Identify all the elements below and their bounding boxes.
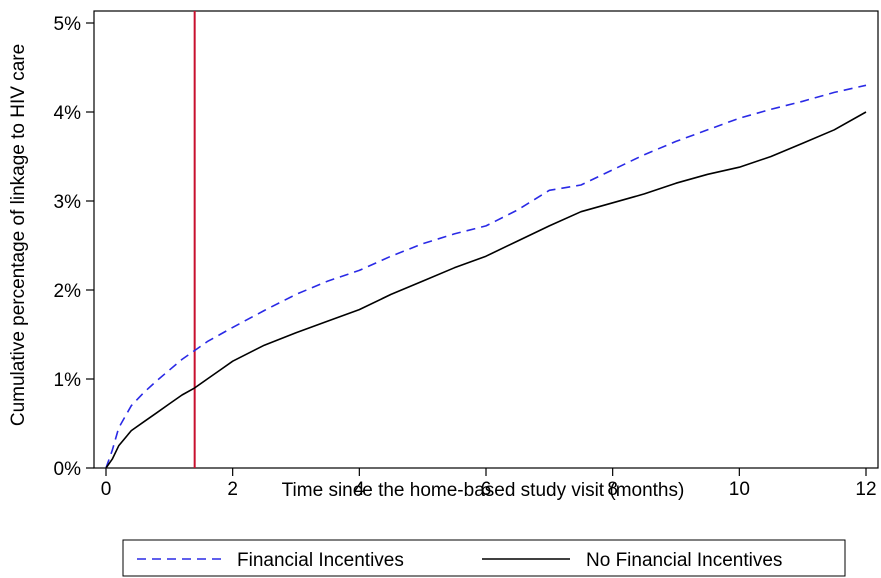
x-tick-label: 0: [101, 479, 112, 500]
legend-label-financial-incentives: Financial Incentives: [237, 550, 404, 571]
y-axis-title: Cumulative percentage of linkage to HIV …: [8, 44, 29, 426]
x-axis-title: Time since the home-based study visit (m…: [282, 480, 685, 501]
x-tick-label: 10: [729, 479, 750, 500]
x-tick-label: 8: [607, 479, 618, 500]
y-tick-label: 0%: [54, 459, 82, 480]
y-tick-label: 3%: [54, 192, 82, 213]
legend-box: [122, 539, 846, 577]
y-tick-label: 5%: [54, 14, 82, 35]
y-tick-label: 2%: [54, 281, 82, 302]
legend-label-no-financial-incentives: No Financial Incentives: [586, 550, 782, 571]
series-line-no-financial-incentives: [105, 111, 867, 469]
x-axis: 0 2 4 6 8 10 12: [101, 468, 877, 500]
x-tick-label: 6: [481, 479, 492, 500]
series-line-financial-incentives: [105, 84, 867, 469]
x-tick-label: 4: [354, 479, 365, 500]
x-tick-label: 12: [855, 479, 876, 500]
x-tick-label: 2: [227, 479, 238, 500]
legend: Financial Incentives No Financial Incent…: [122, 539, 846, 577]
y-tick-label: 4%: [54, 103, 82, 124]
plot-area: [93, 10, 879, 469]
y-tick-label: 1%: [54, 370, 82, 391]
series-layer: [105, 84, 867, 469]
plot-border: [93, 10, 879, 469]
y-axis: 0% 1% 2% 3% 4% 5%: [54, 14, 94, 480]
